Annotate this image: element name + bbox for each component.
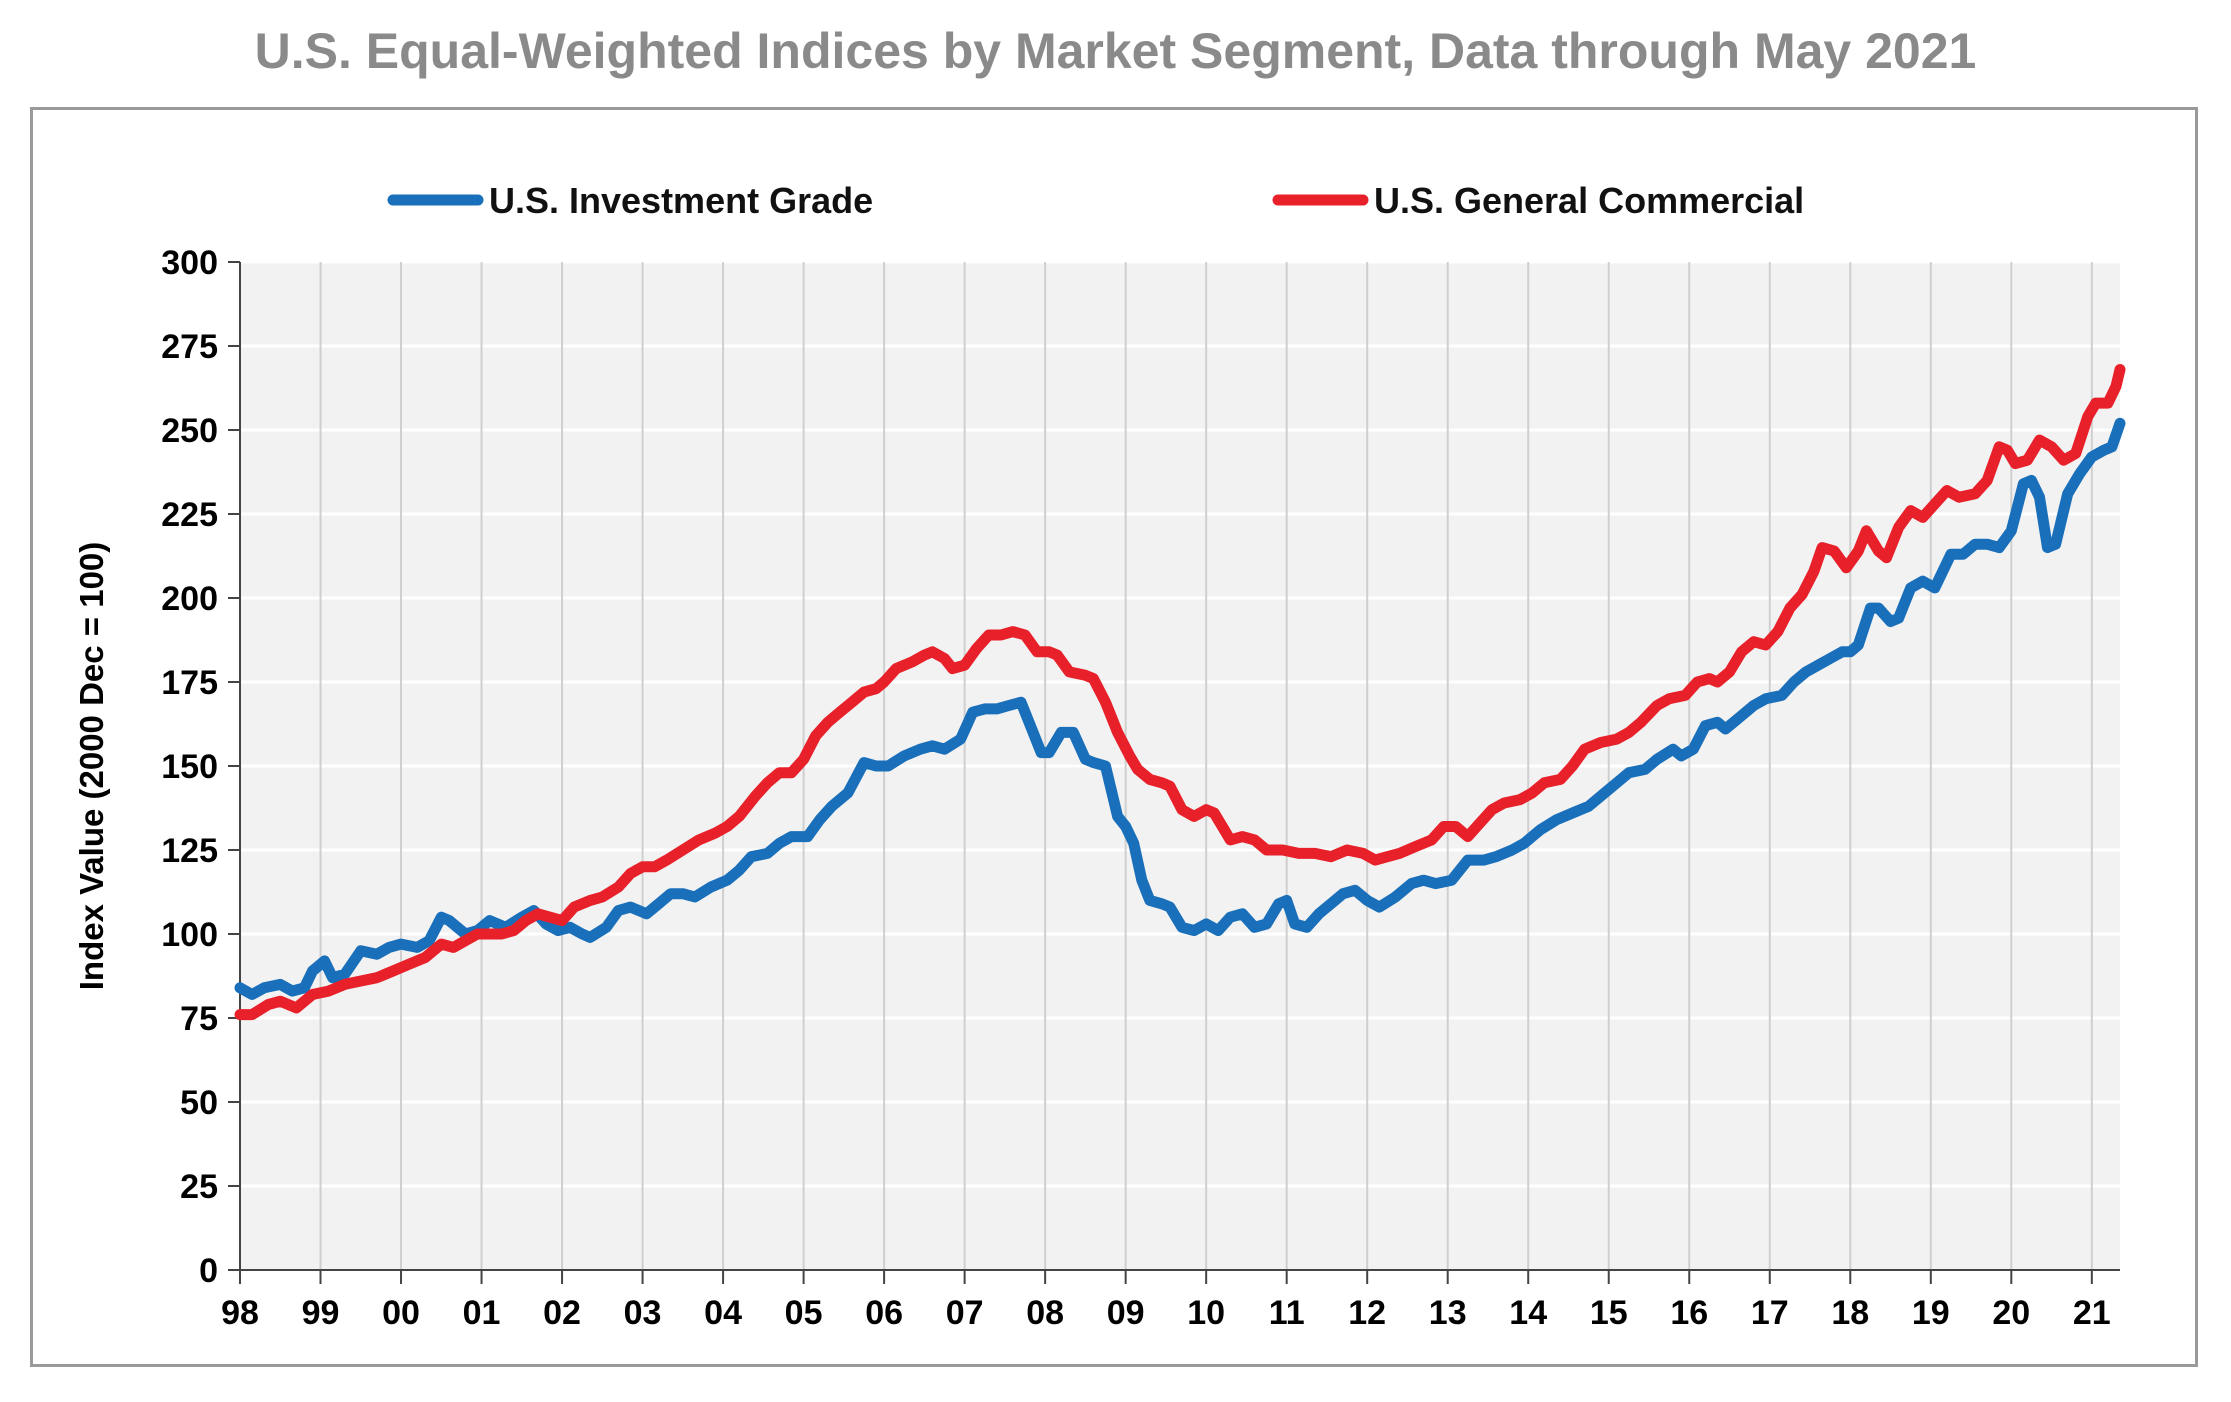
legend-label: U.S. Investment Grade — [489, 180, 873, 221]
x-tick-label: 06 — [865, 1294, 903, 1332]
legend: U.S. Investment Grade U.S. General Commer… — [387, 180, 1804, 221]
x-tick-label: 00 — [382, 1294, 420, 1332]
y-tick-label: 50 — [180, 1084, 218, 1122]
series-lines — [234, 364, 2126, 1021]
x-tick-label: 21 — [2073, 1294, 2111, 1332]
y-tick-label: 100 — [161, 916, 218, 954]
x-tick-label: 14 — [1509, 1294, 1547, 1332]
x-tick-label: 08 — [1026, 1294, 1064, 1332]
x-tick-labels: 98 99 00 01 02 03 04 05 06 07 08 09 10 11 12 13 14 15 16 17… — [221, 1294, 2111, 1332]
y-tick-label: 225 — [161, 496, 218, 534]
x-tick-label: 03 — [624, 1294, 662, 1332]
y-tick-label: 250 — [161, 412, 218, 450]
chart-title: U.S. Equal-Weighted Indices by Market Se… — [254, 23, 1977, 79]
x-tick-label: 16 — [1670, 1294, 1708, 1332]
x-tick-label: 99 — [302, 1294, 340, 1332]
axes — [228, 261, 2120, 1284]
x-tick-label: 98 — [221, 1294, 259, 1332]
y-tick-label: 125 — [161, 832, 218, 870]
x-tick-label: 11 — [1269, 1294, 1305, 1332]
y-tick-label: 275 — [161, 328, 218, 366]
gridlines — [240, 260, 2120, 1270]
series-line-general-commercial — [234, 364, 2126, 1021]
x-tick-label: 13 — [1429, 1294, 1467, 1332]
x-tick-label: 15 — [1590, 1294, 1628, 1332]
y-tick-label: 150 — [161, 748, 218, 786]
x-tick-label: 01 — [463, 1294, 501, 1332]
x-tick-label: 18 — [1831, 1294, 1869, 1332]
y-tick-label: 200 — [161, 580, 218, 618]
y-axis-label: Index Value (2000 Dec = 100) — [73, 542, 110, 991]
y-tick-label: 175 — [161, 664, 218, 702]
x-tick-label: 19 — [1912, 1294, 1950, 1332]
x-tick-label: 05 — [785, 1294, 823, 1332]
x-tick-label: 07 — [946, 1294, 984, 1332]
y-tick-label: 300 — [161, 244, 218, 282]
y-tick-label: 0 — [199, 1252, 218, 1290]
x-tick-label: 02 — [543, 1294, 581, 1332]
y-tick-label: 75 — [180, 1000, 218, 1038]
legend-label: U.S. General Commercial — [1374, 180, 1804, 221]
x-tick-label: 12 — [1348, 1294, 1386, 1332]
series-line-investment-grade — [234, 417, 2126, 1000]
y-tick-labels: 0 25 50 75 100 125 150 175 200 225 250 275 300 — [161, 244, 218, 1290]
x-tick-label: 17 — [1751, 1294, 1789, 1332]
x-tick-label: 20 — [1992, 1294, 2030, 1332]
x-tick-label: 09 — [1107, 1294, 1145, 1332]
x-tick-label: 04 — [704, 1294, 742, 1332]
chart-frame — [30, 107, 2198, 1367]
y-tick-label: 25 — [180, 1168, 218, 1206]
x-tick-label: 10 — [1187, 1294, 1225, 1332]
